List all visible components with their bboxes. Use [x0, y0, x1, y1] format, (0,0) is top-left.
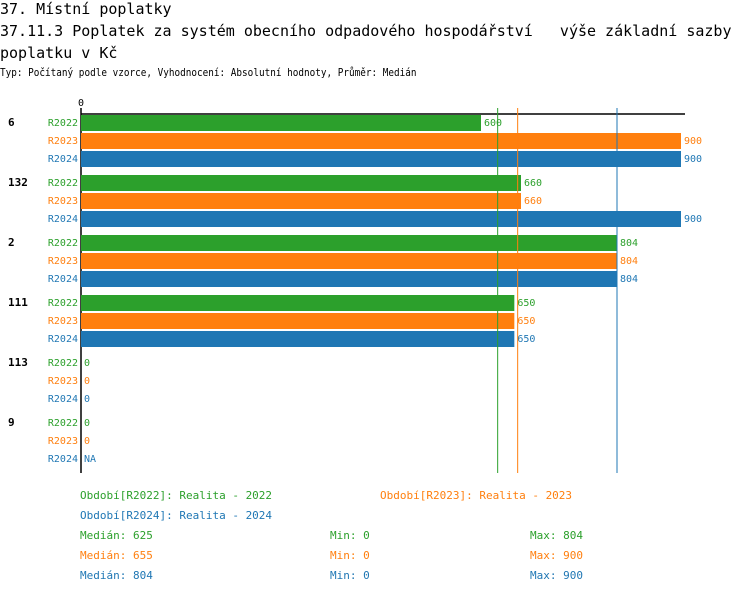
- data-label: 650: [517, 298, 535, 309]
- data-label: 804: [620, 274, 638, 285]
- series-label: R2024: [48, 214, 78, 225]
- series-label: R2022: [48, 298, 78, 309]
- series-label: R2023: [48, 196, 78, 207]
- bar: [81, 271, 617, 287]
- data-label: 660: [524, 178, 542, 189]
- data-label: 900: [684, 214, 702, 225]
- data-label: 650: [517, 316, 535, 327]
- bar: [81, 151, 681, 167]
- series-label: R2022: [48, 238, 78, 249]
- series-label: R2024: [48, 274, 78, 285]
- bar: [81, 115, 481, 131]
- max-r2022: Max: 804: [530, 529, 583, 542]
- bar: [81, 253, 617, 269]
- series-label: R2024: [48, 454, 78, 465]
- series-label: R2022: [48, 358, 78, 369]
- series-label: R2023: [48, 256, 78, 267]
- category-label: 111: [8, 296, 28, 309]
- bar: [81, 133, 681, 149]
- category-label: 9: [8, 416, 15, 429]
- series-label: R2023: [48, 436, 78, 447]
- data-label: NA: [84, 454, 96, 465]
- median-r2022: Medián: 625: [80, 529, 153, 542]
- bar: [81, 313, 515, 329]
- category-label: 132: [8, 176, 28, 189]
- max-r2023: Max: 900: [530, 549, 583, 562]
- data-label: 0: [84, 394, 90, 405]
- data-label: 0: [84, 358, 90, 369]
- legend-r2024: Období[R2024]: Realita - 2024: [80, 509, 273, 522]
- series-label: R2024: [48, 394, 78, 405]
- series-label: R2024: [48, 334, 78, 345]
- data-label: 600: [484, 118, 502, 129]
- data-label: 0: [84, 418, 90, 429]
- min-r2023: Min: 0: [330, 549, 370, 562]
- series-label: R2023: [48, 376, 78, 387]
- bar: [81, 331, 515, 347]
- series-label: R2022: [48, 118, 78, 129]
- section-title: 37. Místní poplatky: [0, 0, 172, 18]
- series-label: R2023: [48, 136, 78, 147]
- series-label: R2023: [48, 316, 78, 327]
- max-r2024: Max: 900: [530, 569, 583, 582]
- data-label: 804: [620, 256, 638, 267]
- data-label: 650: [517, 334, 535, 345]
- median-r2023: Medián: 655: [80, 549, 153, 562]
- category-label: 2: [8, 236, 15, 249]
- data-label: 660: [524, 196, 542, 207]
- median-r2024: Medián: 804: [80, 569, 153, 582]
- bar: [81, 193, 521, 209]
- data-label: 804: [620, 238, 638, 249]
- data-label: 900: [684, 154, 702, 165]
- bar: [81, 175, 521, 191]
- bar: [81, 295, 515, 311]
- legend-r2022: Období[R2022]: Realita - 2022: [80, 489, 273, 502]
- legend-r2023: Období[R2023]: Realita - 2023: [380, 489, 573, 502]
- category-label: 113: [8, 356, 28, 369]
- chart-subtitle: Typ: Počítaný podle vzorce, Vyhodnocení:…: [0, 66, 417, 79]
- data-label: 900: [684, 136, 702, 147]
- data-label: 0: [84, 376, 90, 387]
- min-r2022: Min: 0: [330, 529, 370, 542]
- x-tick-label: 0: [78, 98, 84, 109]
- series-label: R2024: [48, 154, 78, 165]
- data-label: 0: [84, 436, 90, 447]
- bar: [81, 235, 617, 251]
- series-label: R2022: [48, 418, 78, 429]
- min-r2024: Min: 0: [330, 569, 370, 582]
- category-label: 6: [8, 116, 15, 129]
- series-label: R2022: [48, 178, 78, 189]
- bar: [81, 211, 681, 227]
- chart-title: 37.11.3 Poplatek za systém obecního odpa…: [0, 22, 750, 62]
